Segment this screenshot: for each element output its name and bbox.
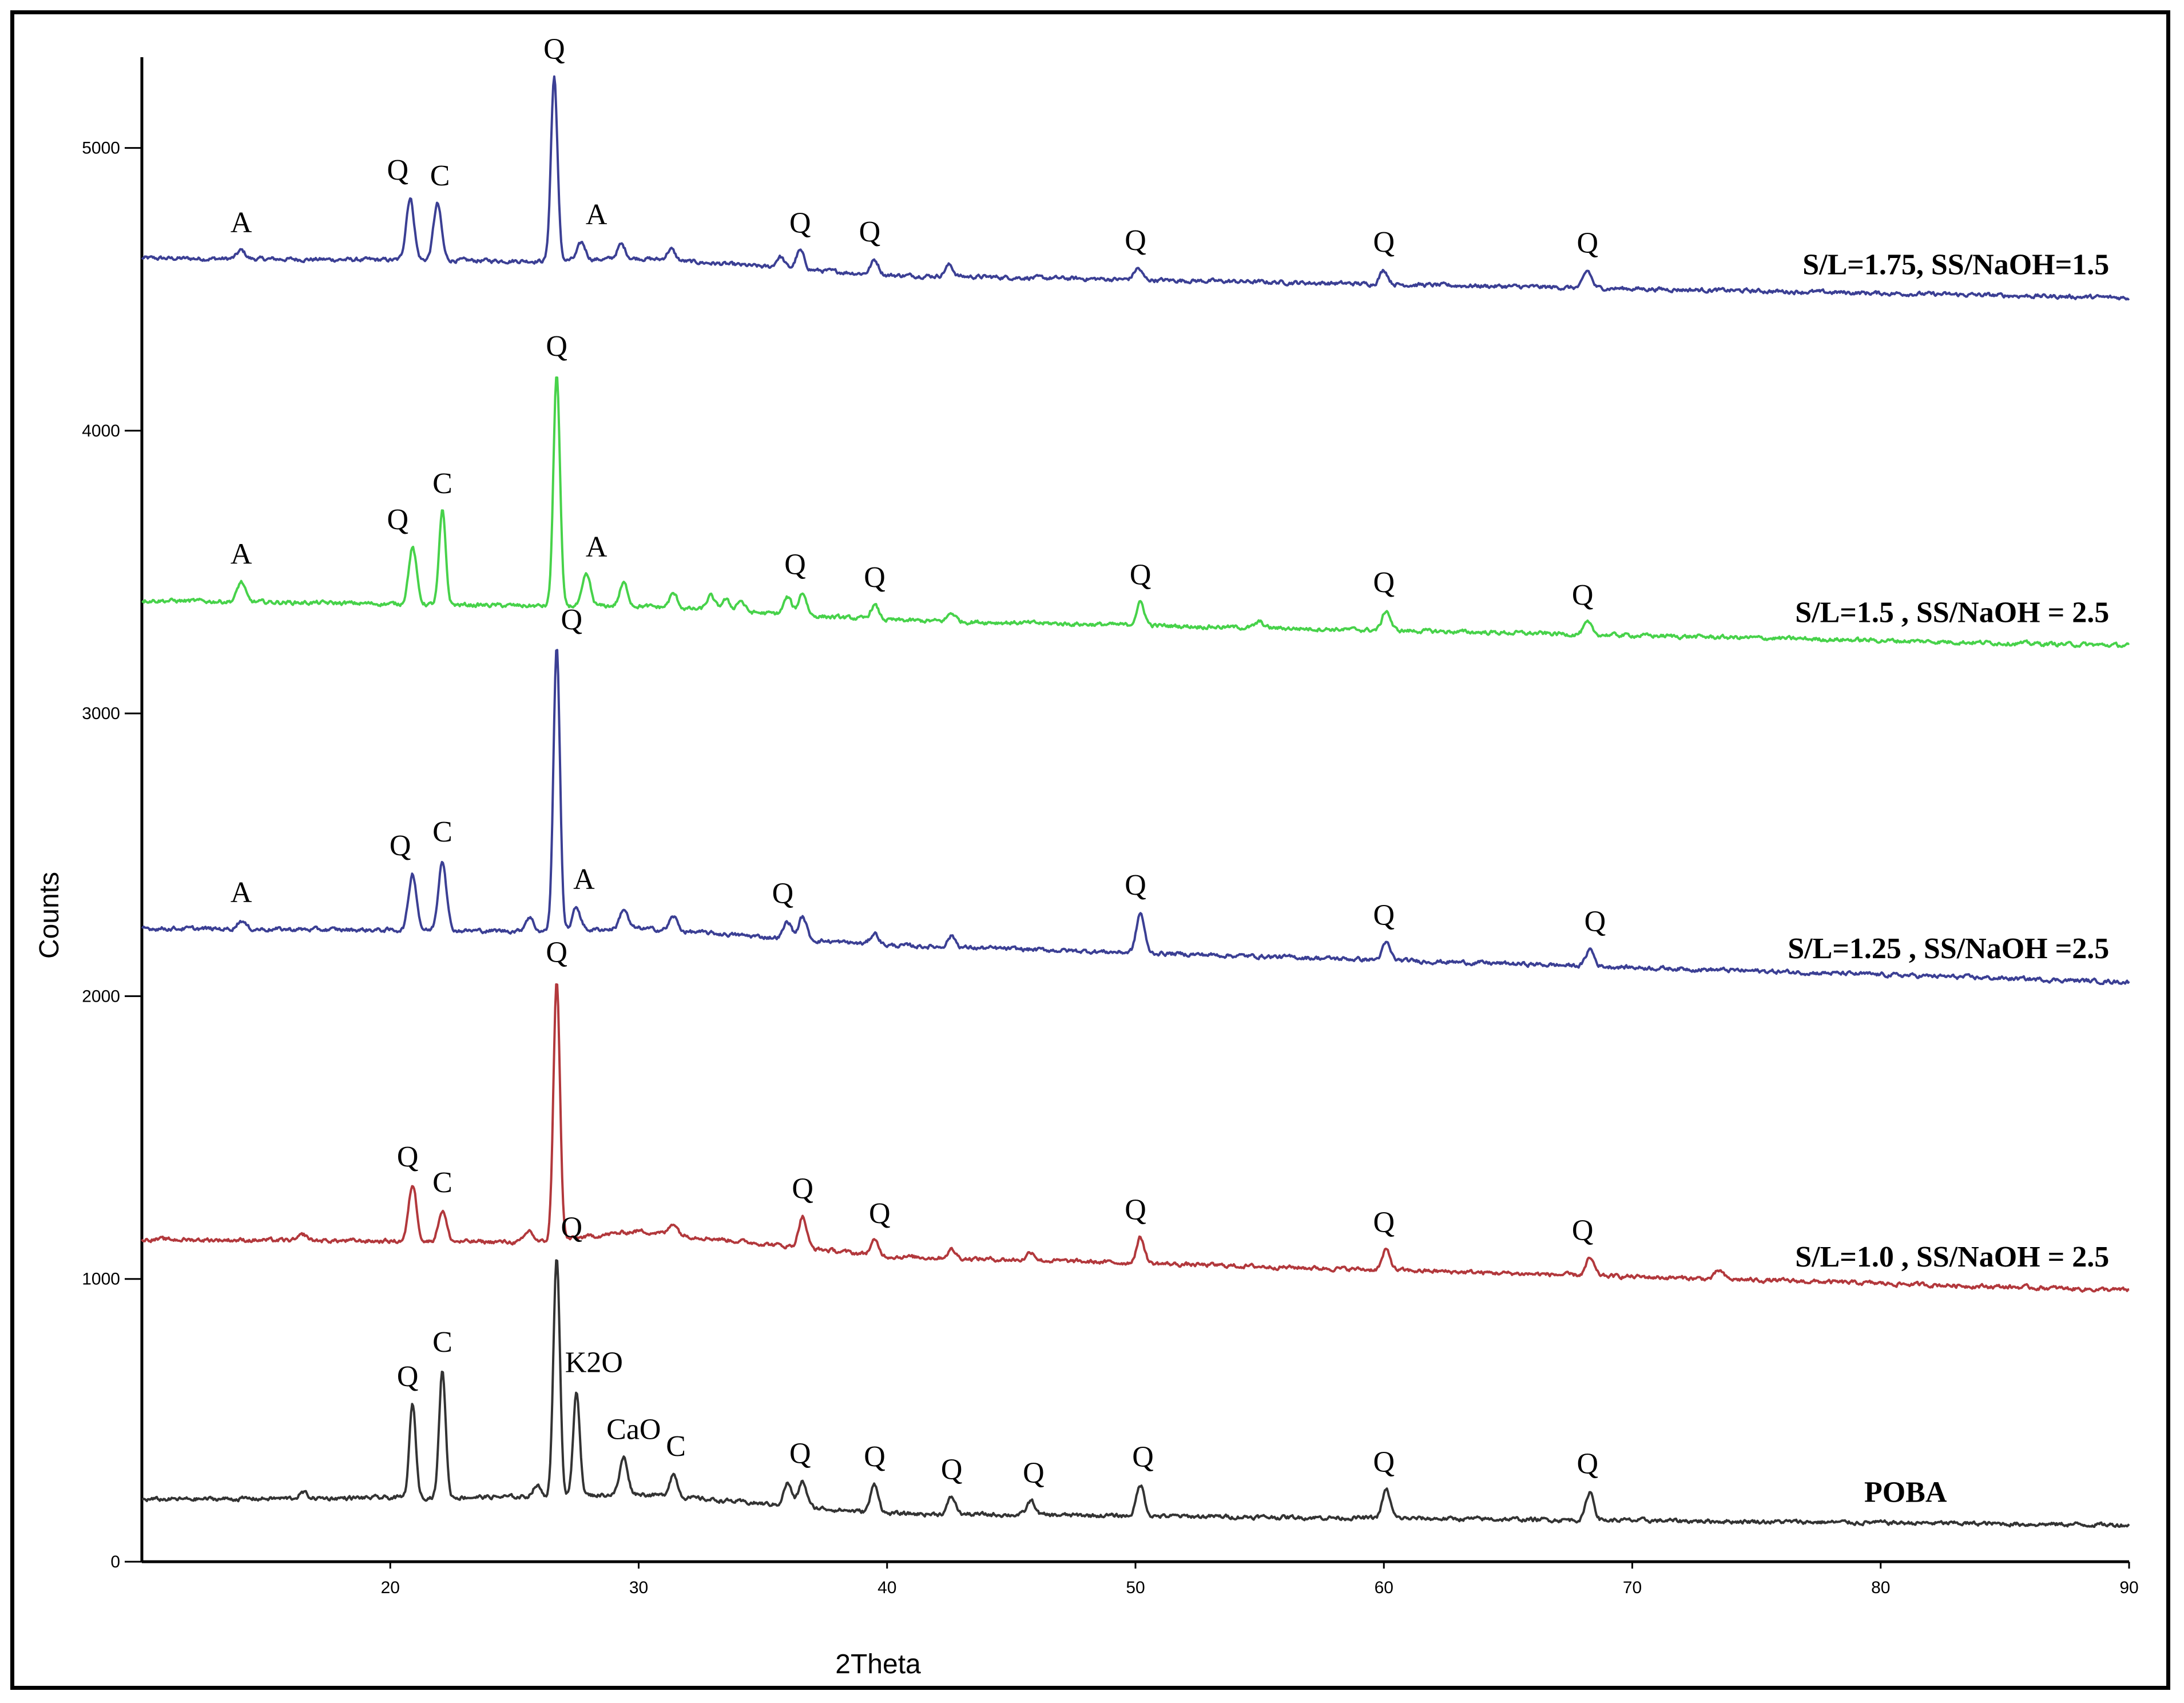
series-name-label: POBA [1864,1476,1947,1509]
peak-label: Q [1373,899,1395,932]
peak-label: Q [789,1437,811,1470]
peak-label: Q [561,1212,582,1244]
peak-label: Q [789,207,811,239]
peak-label: A [573,863,595,896]
peak-label: Q [397,1360,419,1393]
peak-label: Q [784,548,806,581]
y-tick-label: 2000 [82,987,120,1006]
peak-label: Q [1577,1448,1599,1480]
y-ticks: 0 1000 2000 3000 4000 5000 [82,139,142,1571]
peak-label: C [430,160,450,192]
peak-label: Q [1373,1206,1395,1238]
series-line [141,649,2130,986]
peak-label: Q [543,33,565,65]
series-group [141,75,2130,1529]
peak-label: Q [869,1197,891,1230]
y-tick-label: 1000 [82,1270,120,1289]
peak-label: A [231,876,252,909]
peak-label: C [666,1430,686,1463]
peak-label: Q [387,154,408,186]
peak-label: A [586,199,607,231]
x-tick-label: 50 [1126,1578,1145,1597]
peak-label: Q [1130,559,1151,592]
figure-frame [10,10,2170,1690]
x-tick-label: 20 [381,1578,400,1597]
peak-label: Q [1572,1214,1594,1247]
peak-label: Q [1125,224,1146,257]
peak-label: K2O [565,1347,623,1379]
peak-label: C [432,816,452,848]
peak-label: Q [390,829,411,862]
series-name-label: S/L=1.0 , SS/NaOH = 2.5 [1795,1241,2109,1273]
peak-label: Q [864,1440,885,1473]
peak-label: Q [859,216,881,248]
x-tick-label: 90 [2119,1578,2138,1597]
series-line [141,1259,2130,1529]
peak-label: Q [941,1453,963,1486]
peak-label: Q [546,330,567,363]
peak-label: Q [387,503,408,536]
peak-label: Q [1373,566,1395,599]
peak-label: Q [1125,869,1146,902]
x-tick-label: 70 [1623,1578,1642,1597]
y-axis-title: Counts [34,872,65,959]
y-tick-label: 3000 [82,704,120,723]
series-line [141,983,2130,1293]
peak-label: Q [561,604,582,636]
peak-label: Q [772,877,794,910]
peak-label: Q [1023,1457,1045,1490]
x-tick-label: 80 [1871,1578,1890,1597]
x-tick-label: 60 [1375,1578,1393,1597]
series-line [141,75,2130,301]
series-name-label: S/L=1.75, SS/NaOH=1.5 [1802,249,2109,281]
y-tick-label: 5000 [82,139,120,158]
x-axis-title: 2Theta [835,1649,921,1680]
series-line [141,376,2130,648]
peak-label: C [432,1326,452,1359]
peak-label: Q [1373,226,1395,259]
series-name-label: S/L=1.5 , SS/NaOH = 2.5 [1795,596,2109,629]
peak-label: Q [1125,1194,1146,1226]
peak-label: A [231,538,252,570]
peak-label: Q [546,936,567,968]
peak-label: Q [1577,227,1599,260]
peak-label: Q [1132,1441,1154,1474]
peak-label: Q [864,561,885,594]
x-tick-label: 40 [877,1578,896,1597]
peak-label: CaO [606,1413,661,1446]
x-ticks: 20 30 40 50 60 70 80 90 [381,1562,2139,1597]
x-tick-label: 30 [629,1578,648,1597]
peak-label: Q [1373,1446,1395,1478]
peak-label: Q [1572,579,1594,612]
peak-label: Q [397,1141,419,1173]
series-name-label: S/L=1.25 , SS/NaOH =2.5 [1788,932,2109,965]
y-tick-label: 4000 [82,422,120,440]
series-labels: S/L=1.75, SS/NaOH=1.5 S/L=1.5 , SS/NaOH =… [1788,249,2109,1509]
peak-label: A [586,531,607,563]
peak-label: C [432,1166,452,1199]
peak-label: Q [1585,905,1606,938]
peak-label: C [432,467,452,500]
y-tick-label: 0 [110,1553,120,1571]
peak-label: A [231,207,252,239]
peak-label: Q [792,1173,813,1205]
